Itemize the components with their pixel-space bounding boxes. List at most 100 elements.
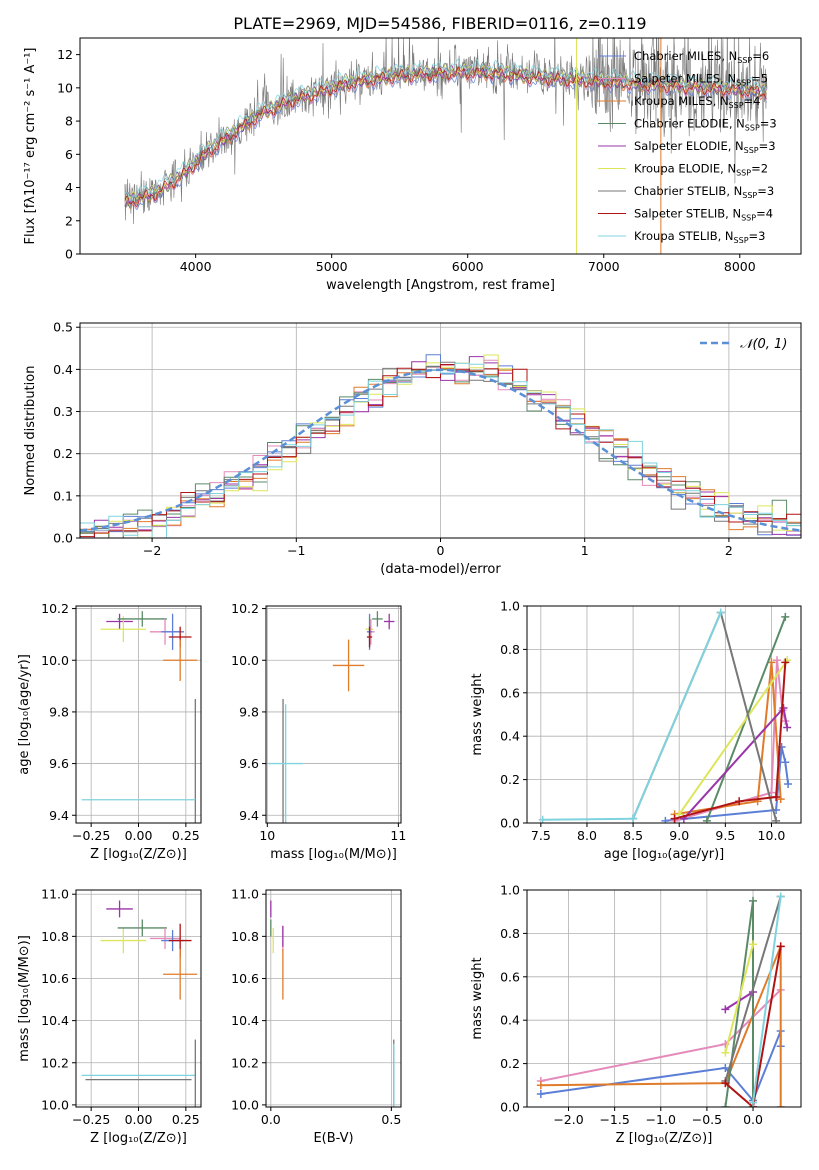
y-tick-label: 0.0 — [500, 1100, 520, 1115]
y-tick-label: 10.0 — [41, 653, 69, 668]
y-tick-label: 0.2 — [500, 772, 520, 787]
x-tick-label: 8.0 — [577, 828, 597, 843]
legend-label-text: Chabrier STELIB, N — [634, 184, 742, 198]
y-tick-label: 0.1 — [53, 488, 73, 503]
axes-frame-weight_vs_age: 7.5 8.0 8.5 9.0 9.5 10.0 0.0 0.2 0.4 0.6 0.8 1.0 age… — [470, 599, 802, 862]
weight-marker-salpeter_stelib — [721, 1079, 730, 1088]
plot-area-age_vs_Z — [81, 611, 198, 823]
y-tick-label: 10.8 — [231, 929, 259, 944]
weight-marker-chabrier_miles — [536, 1089, 545, 1098]
y-tick-label: 0.6 — [500, 685, 520, 700]
errorbar-kroupa_miles — [163, 948, 198, 1000]
errorbar-salpeter_elodie — [383, 613, 395, 630]
weight-line-chabrier_miles — [665, 746, 790, 822]
legend-label-salpeter_miles: Salpeter MILES, NSSP=5 — [634, 72, 768, 88]
x-axis-label: age [log₁₀(age/yr)] — [604, 847, 725, 862]
x-axis-label: E(B-V) — [313, 1131, 353, 1146]
errorbar-kroupa_miles — [332, 639, 365, 692]
plot-area-weight_vs_Z — [536, 892, 785, 1107]
weight-marker-salpeter_stelib — [776, 942, 785, 951]
axes-frame-residuals: −2 −1 0 1 2 0.0 0.1 0.2 0.3 0.4 0.5 (data-model)/er… — [23, 320, 802, 577]
x-axis-label: mass [log₁₀(M/M⊙)] — [270, 847, 397, 862]
axes-frame-age_vs_Z: −0.25 0.00 0.25 9.4 9.6 9.8 10.0 10.2 Z [log₁₀(Z… — [17, 601, 202, 862]
x-tick-label: 0.25 — [172, 828, 200, 843]
x-tick-label: 2 — [725, 543, 733, 558]
plot-area-mass_vs_Z — [81, 900, 198, 1107]
axes-weight_vs_Z: −2.0 −1.5 −1.0 −0.5 0.0 0.0 0.2 0.4 0.6 0.8 1.0 Z [… — [470, 883, 802, 1146]
legend-label-value: =4 — [744, 94, 761, 108]
plot-area-weight_vs_age — [538, 608, 793, 823]
errorbar-chabrier_elodie — [117, 919, 167, 937]
y-tick-label: 2 — [65, 213, 73, 228]
x-tick-label: −1.5 — [599, 1112, 629, 1127]
legend-label-value: =3 — [749, 229, 766, 243]
plot-area-residuals — [80, 354, 801, 538]
x-tick-label: 10.0 — [758, 828, 786, 843]
legend-label-text: Salpeter ELODIE, N — [634, 139, 744, 153]
x-tick-label: 6000 — [452, 259, 484, 274]
plot-area-mass_vs_ebv — [270, 900, 395, 1107]
y-tick-label: 4 — [65, 180, 73, 195]
weight-line-chabrier_stelib — [632, 609, 778, 822]
x-tick-label: 8.5 — [623, 828, 643, 843]
y-axis-label: mass [log₁₀(M/M⊙)] — [17, 935, 32, 1062]
y-tick-label: 10.8 — [41, 929, 69, 944]
weight-marker-chabrier_miles — [721, 1063, 730, 1072]
legend-label-text: Kroupa ELODIE, N — [634, 162, 736, 176]
y-tick-label: 0 — [65, 247, 73, 262]
y-tick-label: 10.2 — [231, 1055, 259, 1070]
axes-age_vs_Z: −0.25 0.00 0.25 9.4 9.6 9.8 10.0 10.2 Z [log₁₀(Z… — [17, 601, 202, 862]
legend-label-kroupa_elodie: Kroupa ELODIE, NSSP=2 — [634, 162, 768, 178]
legend-label-salpeter_elodie: Salpeter ELODIE, NSSP=3 — [634, 139, 776, 155]
x-tick-label: 5000 — [316, 259, 348, 274]
spectrum-model-salpeter_stelib — [124, 67, 767, 208]
weight-marker-chabrier_miles — [781, 758, 790, 767]
y-tick-label: 6 — [65, 147, 73, 162]
x-tick-label: 7000 — [588, 259, 620, 274]
weight-marker-kroupa_stelib — [749, 1098, 758, 1107]
weight-marker-salpeter_stelib — [670, 814, 679, 823]
weight-marker-chabrier_miles — [784, 779, 793, 788]
x-tick-label: 8000 — [724, 259, 756, 274]
axes-frame-spectrum: 4000 5000 6000 7000 8000 0 2 4 6 8 10 12 wavelength … — [23, 37, 802, 293]
y-tick-label: 10.2 — [41, 601, 69, 616]
y-tick-label: 9.8 — [49, 704, 69, 719]
weight-marker-chabrier_elodie — [781, 612, 790, 621]
x-tick-label: 0 — [437, 543, 445, 558]
weight-line-salpeter_stelib — [724, 946, 782, 1107]
weight-marker-salpeter_elodie — [783, 723, 792, 732]
spectrum-model-kroupa_stelib — [124, 58, 767, 201]
y-tick-label: 11.0 — [41, 887, 69, 902]
histogram-kroupa_stelib — [80, 362, 801, 538]
y-tick-label: 12 — [57, 47, 73, 62]
x-tick-label: −0.25 — [72, 1112, 110, 1127]
legend-label-text: Kroupa STELIB, N — [634, 229, 734, 243]
weight-marker-kroupa_stelib — [776, 892, 785, 901]
y-tick-label: 0.5 — [53, 320, 73, 335]
weight-marker-chabrier_miles — [661, 816, 670, 823]
plot-area-age_vs_mass — [268, 611, 395, 823]
x-axis-label: Z [log₁₀(Z/Z⊙)] — [616, 1131, 713, 1146]
y-tick-label: 10.2 — [231, 601, 259, 616]
y-tick-label: 0.8 — [500, 642, 520, 657]
weight-marker-salpeter_stelib — [781, 658, 790, 667]
axes-frame — [526, 605, 802, 824]
weight-marker-salpeter_miles — [773, 656, 782, 665]
errorbar-salpeter_elodie — [106, 900, 133, 918]
y-axis-label: age [log₁₀(age/yr)] — [17, 654, 32, 775]
axes-residuals: −2 −1 0 1 2 0.0 0.1 0.2 0.3 0.4 0.5 (data-model)/er… — [23, 320, 802, 577]
x-tick-label: 10 — [259, 828, 275, 843]
x-axis-label: (data-model)/error — [380, 562, 501, 577]
weight-marker-kroupa_stelib — [629, 814, 638, 823]
axes-mass_vs_Z: −0.25 0.00 0.25 10.0 10.2 10.4 10.6 10.8 11.0 Z [… — [17, 887, 202, 1146]
axes-frame — [526, 889, 802, 1108]
y-tick-label: 11.0 — [231, 887, 259, 902]
axes-frame — [265, 889, 402, 1108]
y-tick-label: 10.0 — [231, 653, 259, 668]
x-axis-label: wavelength [Angstrom, rest frame] — [326, 278, 555, 293]
weight-marker-chabrier_elodie — [702, 816, 711, 823]
legend-label-salpeter_stelib: Salpeter STELIB, NSSP=4 — [634, 207, 773, 223]
plot-area-spectrum — [124, 38, 768, 254]
x-tick-label: 9.0 — [669, 828, 689, 843]
